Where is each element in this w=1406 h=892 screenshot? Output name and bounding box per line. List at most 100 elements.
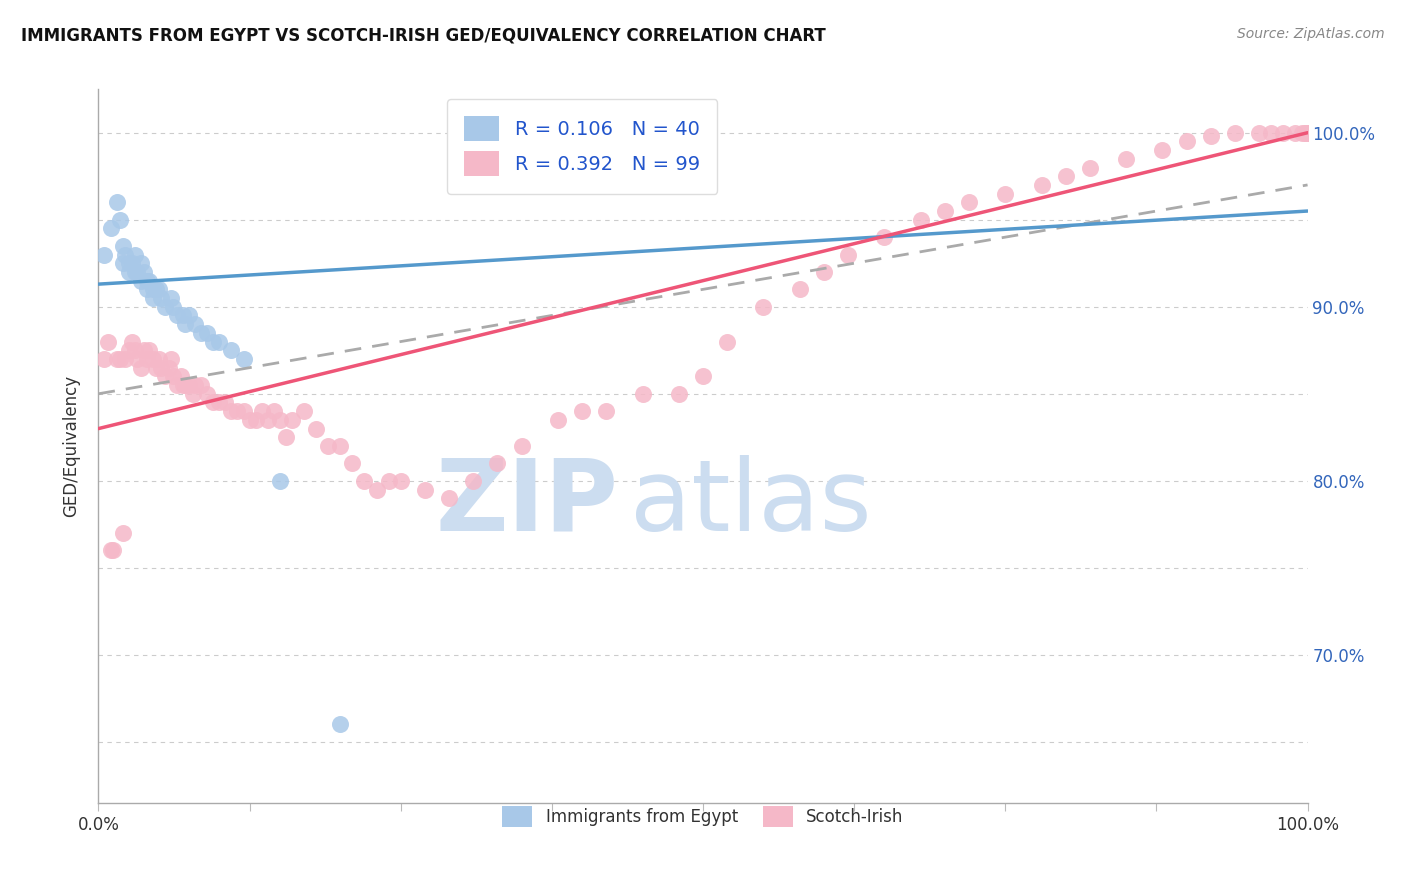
Point — [366, 483, 388, 497]
Point — [124, 343, 146, 358]
Point — [221, 343, 243, 358]
Point — [148, 351, 170, 366]
Point — [571, 404, 593, 418]
Point — [142, 282, 165, 296]
Point — [153, 300, 176, 314]
Point — [190, 378, 212, 392]
Point — [174, 378, 197, 392]
Point — [150, 360, 173, 375]
Legend: Immigrants from Egypt, Scotch-Irish: Immigrants from Egypt, Scotch-Irish — [496, 799, 910, 834]
Point — [114, 247, 136, 261]
Point — [1152, 143, 1174, 157]
Point — [127, 351, 149, 366]
Point — [142, 291, 165, 305]
Point — [934, 204, 956, 219]
Point — [97, 334, 120, 349]
Point — [353, 474, 375, 488]
Point — [124, 265, 146, 279]
Point — [169, 369, 191, 384]
Point — [190, 326, 212, 340]
Point — [135, 282, 157, 296]
Point — [134, 265, 156, 279]
Point — [100, 221, 122, 235]
Point — [292, 404, 315, 418]
Point — [281, 413, 304, 427]
Point — [1031, 178, 1053, 192]
Point — [232, 351, 254, 366]
Text: atlas: atlas — [630, 455, 872, 551]
Point — [208, 395, 231, 409]
Point — [129, 256, 152, 270]
Point — [148, 282, 170, 296]
Point — [752, 300, 775, 314]
Point — [1054, 169, 1077, 184]
Point — [105, 351, 128, 366]
Point — [1296, 126, 1319, 140]
Point — [1249, 126, 1271, 140]
Point — [342, 457, 364, 471]
Point — [1296, 126, 1319, 140]
Point — [329, 717, 352, 731]
Point — [413, 483, 436, 497]
Point — [873, 230, 896, 244]
Point — [256, 413, 278, 427]
Point — [134, 343, 156, 358]
Point — [789, 282, 811, 296]
Point — [1296, 126, 1319, 140]
Point — [118, 343, 141, 358]
Point — [547, 413, 569, 427]
Point — [111, 256, 134, 270]
Point — [269, 413, 291, 427]
Point — [118, 256, 141, 270]
Point — [214, 395, 236, 409]
Point — [172, 309, 194, 323]
Point — [101, 543, 124, 558]
Point — [274, 430, 297, 444]
Point — [232, 404, 254, 418]
Point — [202, 395, 225, 409]
Point — [910, 212, 932, 227]
Point — [221, 404, 243, 418]
Point — [166, 378, 188, 392]
Point — [250, 404, 273, 418]
Point — [160, 291, 183, 305]
Point — [202, 334, 225, 349]
Point — [179, 309, 201, 323]
Point — [174, 317, 197, 331]
Point — [463, 474, 485, 488]
Point — [195, 386, 218, 401]
Point — [305, 421, 328, 435]
Point — [184, 378, 207, 392]
Point — [162, 369, 184, 384]
Point — [135, 274, 157, 288]
Point — [377, 474, 399, 488]
Point — [114, 351, 136, 366]
Point — [1296, 126, 1319, 140]
Point — [1296, 126, 1319, 140]
Point — [166, 309, 188, 323]
Point — [108, 212, 131, 227]
Point — [129, 274, 152, 288]
Point — [93, 247, 115, 261]
Point — [153, 369, 176, 384]
Point — [1272, 126, 1295, 140]
Point — [93, 351, 115, 366]
Point — [121, 256, 143, 270]
Point — [138, 343, 160, 358]
Point — [181, 386, 204, 401]
Point — [1284, 126, 1306, 140]
Point — [1223, 126, 1246, 140]
Point — [692, 369, 714, 384]
Point — [957, 195, 980, 210]
Point — [1295, 126, 1317, 140]
Point — [389, 474, 412, 488]
Point — [437, 491, 460, 506]
Point — [111, 526, 134, 541]
Point — [486, 457, 509, 471]
Point — [157, 360, 180, 375]
Point — [1260, 126, 1282, 140]
Point — [1175, 135, 1198, 149]
Point — [1199, 129, 1222, 144]
Point — [195, 326, 218, 340]
Point — [595, 404, 617, 418]
